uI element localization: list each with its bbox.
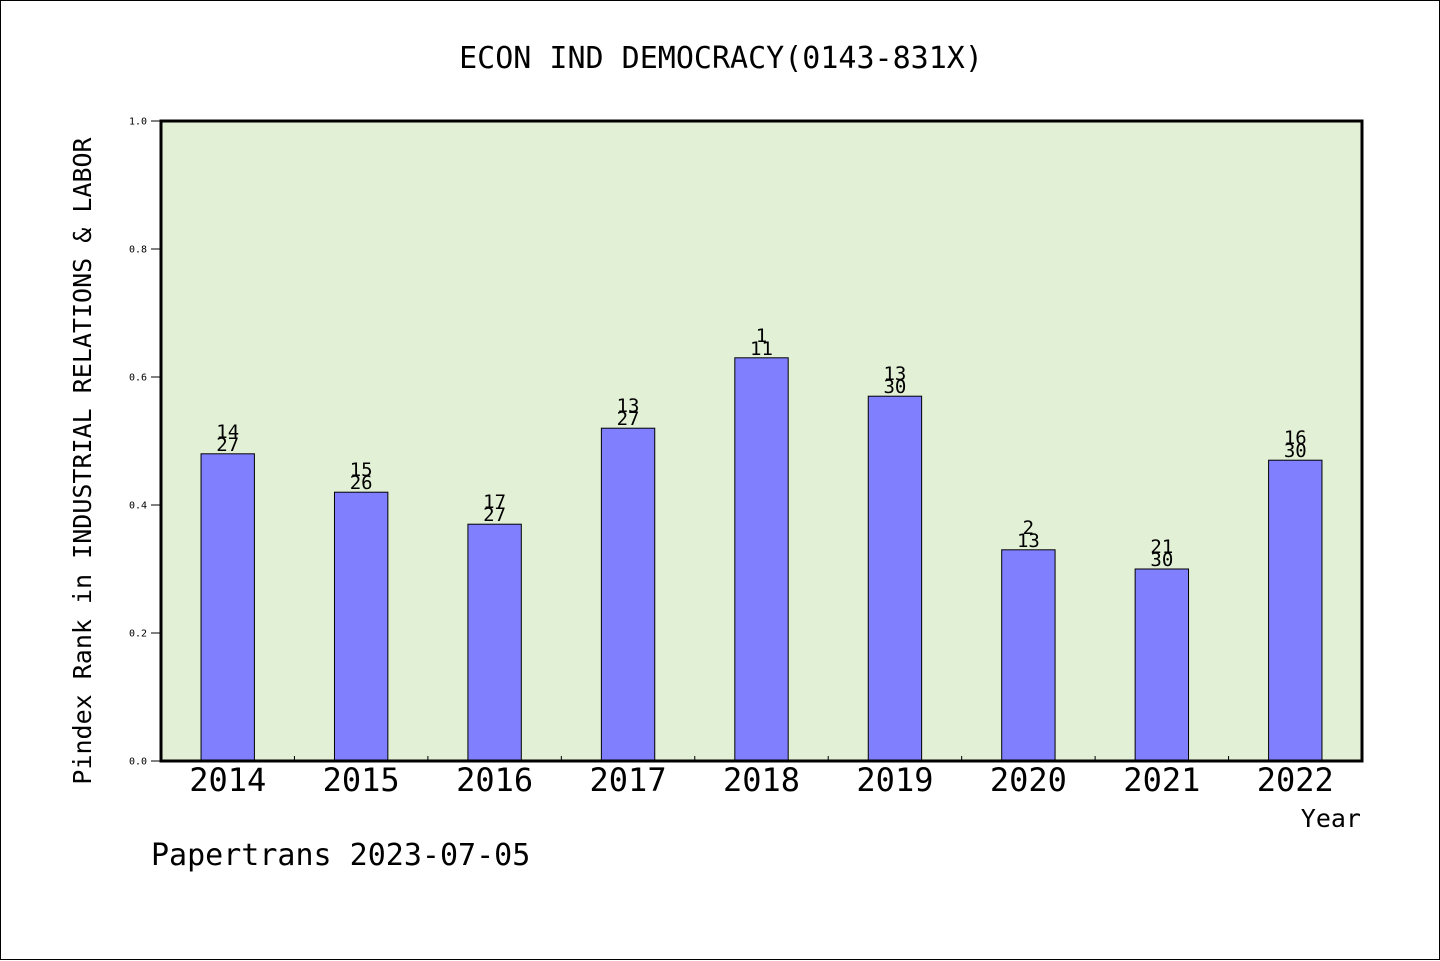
x-tick-label-2017: 2017 [590, 761, 667, 799]
bar-2016 [467, 523, 522, 762]
y-axis-label: Pindex Rank in INDUSTRIAL RELATIONS & LA… [68, 136, 97, 784]
y-tick-label: 0.6 [129, 373, 147, 384]
x-axis: 2014 2015 2016 2017 2018 2019 2020 2021 2022 [189, 756, 1334, 799]
bar-total-label-2015: 26 [350, 472, 373, 494]
x-tick-label-2015: 2015 [323, 761, 400, 799]
y-tick-label: 1.0 [129, 117, 147, 128]
x-tick-label-2020: 2020 [990, 761, 1067, 799]
footer-credit: Papertrans 2023-07-05 [151, 838, 530, 873]
x-tick-label-2021: 2021 [1123, 761, 1200, 799]
x-axis-label: Year [1301, 804, 1361, 833]
bar-rank-label-2016: 17 [483, 491, 506, 513]
bar-total-label-2014: 27 [216, 434, 239, 456]
bar-2017 [600, 427, 656, 762]
x-tick-label-2022: 2022 [1257, 761, 1334, 799]
y-tick-label: 0.8 [129, 245, 147, 256]
bar-total-label-2019: 30 [883, 376, 906, 398]
bar-2015 [333, 491, 389, 762]
bar-total-label-2016: 27 [483, 504, 506, 526]
bar-total-label-2018: 11 [750, 338, 773, 360]
chart-title: ECON IND DEMOCRACY(0143-831X) [459, 41, 983, 76]
x-tick-label-2016: 2016 [456, 761, 533, 799]
y-tick-label: 0.0 [129, 757, 147, 768]
bar-total-label-2021: 30 [1150, 549, 1173, 571]
bar-2019 [867, 395, 923, 762]
bar-2021 [1134, 568, 1190, 762]
y-tick-label: 0.4 [129, 501, 147, 512]
bar-total-label-2017: 27 [617, 408, 640, 430]
bar-rank-label-2015: 15 [350, 459, 373, 481]
bar-rank-label-2017: 13 [617, 395, 640, 417]
x-tick-label-2019: 2019 [856, 761, 933, 799]
bar-total-label-2022: 30 [1284, 440, 1307, 462]
plot-border [159, 119, 1364, 763]
bar-rank-label-2018: 1 [756, 325, 767, 347]
bar-2014 [200, 453, 255, 762]
bar-2022 [1268, 459, 1323, 762]
bar-rank-label-2014: 14 [216, 421, 239, 443]
bar-rank-label-2020: 2 [1023, 517, 1034, 539]
bar-rank-label-2022: 16 [1284, 427, 1307, 449]
bar-2018 [734, 357, 789, 762]
bar-2020 [1001, 549, 1056, 762]
x-tick-label-2014: 2014 [189, 761, 266, 799]
bar-rank-label-2019: 13 [883, 363, 906, 385]
bar-total-label-2020: 13 [1017, 530, 1040, 552]
y-tick-label: 0.2 [129, 629, 147, 640]
y-axis: 0.0 0.2 0.4 0.6 0.8 1.0 [129, 117, 161, 768]
bar-rank-label-2021: 21 [1150, 536, 1173, 558]
x-tick-label-2018: 2018 [723, 761, 800, 799]
